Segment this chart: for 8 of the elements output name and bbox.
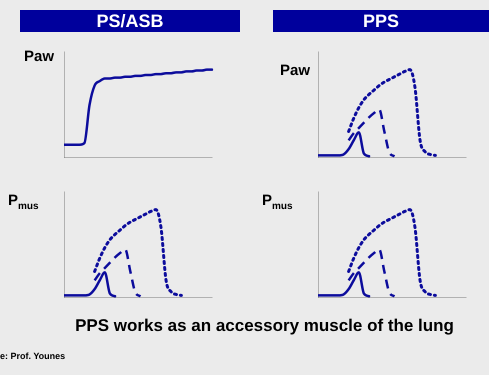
chart-title: PPS <box>273 10 489 32</box>
y-axis-title: Paw <box>280 62 310 79</box>
y-axis-title: P$_{mus}$ <box>8 192 39 212</box>
y-axis-title: Paw <box>24 48 54 65</box>
y-axis-title: P$_{mus}$ <box>262 192 293 212</box>
text: PPS works as an accessory muscle of the lung <box>74 316 455 336</box>
text: e: Prof. Younes <box>0 351 66 361</box>
chart-title: PS/ASB <box>20 10 240 32</box>
